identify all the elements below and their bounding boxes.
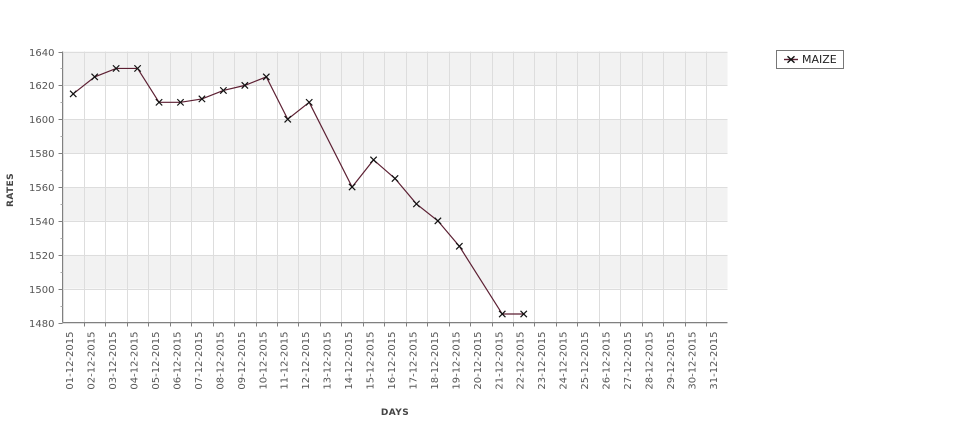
data-point-marker xyxy=(412,200,421,208)
x-tick-label: 25-12-2015 xyxy=(580,332,591,390)
x-tick-label: 08-12-2015 xyxy=(215,332,226,390)
legend-marker-icon xyxy=(784,55,798,64)
data-point-marker xyxy=(305,98,313,106)
plot-band xyxy=(62,119,728,154)
x-tick-label: 09-12-2015 xyxy=(237,332,248,390)
x-tick-label: 12-12-2015 xyxy=(301,332,312,390)
y-axis-title: RATES xyxy=(6,173,16,207)
legend-box xyxy=(776,50,844,69)
x-tick-label: 10-12-2015 xyxy=(258,332,269,390)
x-tick-label: 23-12-2015 xyxy=(537,332,548,390)
x-axis-title: DAYS xyxy=(381,408,409,418)
y-tick-label: 1480 xyxy=(29,319,54,330)
x-tick-label: 27-12-2015 xyxy=(623,332,634,390)
x-tick-label: 20-12-2015 xyxy=(473,332,484,390)
legend-label-maize: MAIZE xyxy=(802,53,837,66)
x-tick-label: 03-12-2015 xyxy=(108,332,119,390)
data-point-marker xyxy=(69,90,77,98)
data-point-marker xyxy=(455,242,463,250)
x-tick-label: 06-12-2015 xyxy=(172,332,183,390)
data-point-marker xyxy=(219,86,228,95)
y-tick-label: 1620 xyxy=(29,81,54,92)
y-tick-label: 1500 xyxy=(29,285,54,296)
data-point-marker xyxy=(155,98,163,106)
y-tick-label: 1520 xyxy=(29,251,54,262)
plot-band xyxy=(62,187,728,221)
x-axis-ticks: 01-12-2015 02-12-2015 03-12-2015 04-12-2015… xyxy=(65,322,720,390)
plot-band xyxy=(62,254,728,289)
y-tick-label: 1600 xyxy=(29,115,54,126)
x-tick-label: 28-12-2015 xyxy=(644,332,655,390)
data-point-marker xyxy=(91,73,99,81)
x-tick-label: 14-12-2015 xyxy=(344,332,355,390)
data-point-marker xyxy=(520,310,528,318)
y-tick-label: 1580 xyxy=(29,149,54,160)
x-tick-label: 17-12-2015 xyxy=(408,332,419,390)
x-tick-label: 26-12-2015 xyxy=(602,332,613,390)
data-point-marker xyxy=(112,64,120,73)
data-point-marker xyxy=(133,64,142,73)
x-tick-label: 07-12-2015 xyxy=(194,332,205,390)
plot-band xyxy=(62,153,728,187)
x-tick-label: 30-12-2015 xyxy=(687,332,698,390)
x-tick-label: 11-12-2015 xyxy=(280,332,291,390)
series-maize xyxy=(69,64,528,318)
data-point-marker xyxy=(176,98,185,106)
data-point-marker xyxy=(284,115,292,123)
x-tick-label: 15-12-2015 xyxy=(366,332,377,390)
grid-lines xyxy=(62,51,728,324)
y-tick-label: 1540 xyxy=(29,217,54,228)
x-tick-label: 24-12-2015 xyxy=(559,332,570,390)
x-tick-label: 18-12-2015 xyxy=(430,332,441,390)
data-point-marker xyxy=(262,73,270,81)
y-tick-label: 1640 xyxy=(29,48,54,59)
data-point-marker xyxy=(198,95,206,103)
data-point-marker xyxy=(434,217,442,225)
data-point-marker xyxy=(391,174,399,183)
x-tick-label: 13-12-2015 xyxy=(323,332,334,390)
x-tick-label: 29-12-2015 xyxy=(666,332,677,390)
x-tick-label: 05-12-2015 xyxy=(151,332,162,390)
plot-band xyxy=(62,220,728,255)
x-tick-label: 01-12-2015 xyxy=(65,332,76,390)
x-tick-label: 16-12-2015 xyxy=(387,332,398,390)
y-axis-ticks: 1480 1500 1520 1540 1560 1580 1600 1620 1640 xyxy=(29,48,63,330)
data-point-marker xyxy=(241,81,249,89)
plot-background xyxy=(62,51,728,323)
x-tick-label: 19-12-2015 xyxy=(451,332,462,390)
x-tick-label: 02-12-2015 xyxy=(87,332,98,390)
data-point-marker xyxy=(498,310,506,318)
data-point-marker xyxy=(369,156,378,164)
plot-band xyxy=(62,288,728,323)
plot-band xyxy=(62,51,728,86)
x-tick-label: 22-12-2015 xyxy=(516,332,527,390)
x-tick-label: 04-12-2015 xyxy=(130,332,141,390)
data-point-marker xyxy=(348,183,356,191)
x-tick-label: 21-12-2015 xyxy=(494,332,505,390)
y-tick-label: 1560 xyxy=(29,183,54,194)
chart-legend[interactable]: MAIZE xyxy=(776,50,844,69)
x-tick-label: 31-12-2015 xyxy=(709,332,720,390)
